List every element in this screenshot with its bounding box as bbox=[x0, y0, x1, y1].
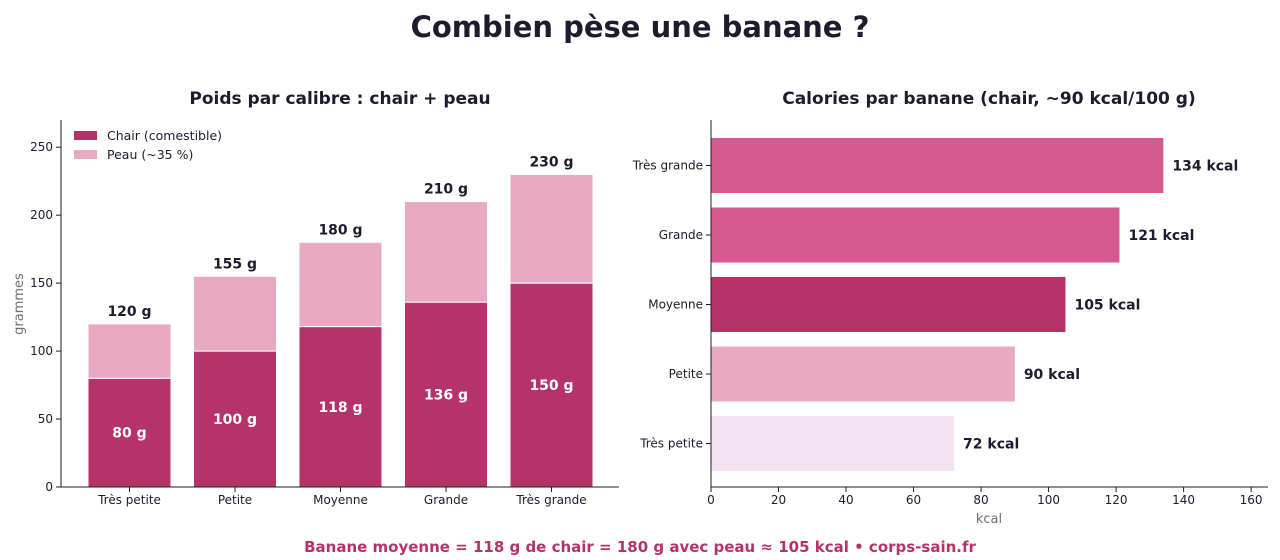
calorie-bar bbox=[711, 346, 1015, 402]
calorie-value-label: 105 kcal bbox=[1074, 298, 1140, 314]
left-chart-title: Poids par calibre : chair + peau bbox=[189, 89, 490, 109]
peel-bar bbox=[87, 323, 172, 379]
flesh-value-label: 100 g bbox=[213, 412, 257, 428]
right-y-tick-label: Très petite bbox=[639, 437, 703, 451]
right-chart-marks: 0 20 40 60 80 100 120 140 160 72 kcal Très petite 9… bbox=[632, 138, 1263, 507]
peel-bar bbox=[509, 173, 594, 284]
calorie-bar bbox=[711, 277, 1066, 332]
page-title: Combien pèse une banane ? bbox=[410, 10, 870, 44]
total-weight-label: 230 g bbox=[529, 154, 573, 170]
left-y-axis-label: grammes bbox=[12, 273, 27, 335]
legend-swatch-flesh bbox=[74, 131, 97, 140]
calorie-value-label: 121 kcal bbox=[1128, 228, 1194, 244]
left-y-tick-label: 150 bbox=[30, 276, 53, 290]
legend-label-peel: Peau (~35 %) bbox=[107, 147, 193, 162]
legend-swatch-peel bbox=[74, 150, 97, 159]
calorie-bar bbox=[711, 207, 1120, 263]
flesh-value-label: 136 g bbox=[424, 388, 468, 404]
peel-bar bbox=[193, 275, 277, 352]
right-x-tick-label: 100 bbox=[1037, 493, 1060, 507]
flesh-value-label: 150 g bbox=[529, 378, 573, 394]
left-x-tick-label: Moyenne bbox=[313, 493, 368, 507]
peel-bar bbox=[404, 201, 488, 303]
right-y-tick-label: Très grande bbox=[632, 159, 703, 173]
peel-bar bbox=[298, 241, 383, 328]
flesh-value-label: 80 g bbox=[112, 426, 146, 442]
total-weight-label: 155 g bbox=[213, 256, 257, 272]
calorie-value-label: 90 kcal bbox=[1024, 367, 1080, 383]
calorie-bar bbox=[711, 416, 955, 471]
left-x-tick-label: Grande bbox=[424, 493, 468, 507]
right-x-tick-label: 80 bbox=[973, 493, 988, 507]
right-x-axis-label: kcal bbox=[976, 512, 1002, 527]
right-chart-title: Calories par banane (chair, ~90 kcal/100… bbox=[782, 89, 1196, 109]
left-legend: Chair (comestible) Peau (~35 %) bbox=[74, 128, 222, 162]
flesh-bar bbox=[509, 282, 594, 488]
total-weight-label: 120 g bbox=[107, 304, 151, 320]
legend-label-flesh: Chair (comestible) bbox=[107, 128, 222, 143]
calorie-value-label: 134 kcal bbox=[1172, 159, 1238, 175]
calorie-value-label: 72 kcal bbox=[963, 437, 1019, 453]
right-y-tick-label: Grande bbox=[659, 228, 703, 242]
right-y-tick-label: Moyenne bbox=[648, 298, 703, 312]
right-x-tick-label: 120 bbox=[1105, 493, 1128, 507]
left-y-tick-label: 200 bbox=[30, 208, 53, 222]
right-x-tick-label: 60 bbox=[906, 493, 921, 507]
right-y-tick-label: Petite bbox=[669, 367, 703, 381]
right-x-tick-label: 140 bbox=[1172, 493, 1195, 507]
left-y-tick-label: 100 bbox=[30, 344, 53, 358]
left-chart-marks: 0 50 100 150 200 250 80 g 120 g Très petite 100 g… bbox=[30, 140, 594, 507]
left-x-tick-label: Très grande bbox=[515, 493, 586, 507]
total-weight-label: 210 g bbox=[424, 182, 468, 198]
footer-summary: Banane moyenne = 118 g de chair = 180 g … bbox=[304, 538, 976, 556]
calorie-bar bbox=[711, 138, 1164, 193]
right-x-tick-label: 40 bbox=[838, 493, 853, 507]
right-x-tick-label: 0 bbox=[707, 493, 715, 507]
right-x-tick-label: 20 bbox=[771, 493, 786, 507]
flesh-bar bbox=[193, 350, 277, 488]
left-y-tick-label: 0 bbox=[45, 480, 53, 494]
total-weight-label: 180 g bbox=[318, 222, 362, 238]
flesh-bar bbox=[298, 326, 383, 488]
left-x-tick-label: Petite bbox=[218, 493, 252, 507]
left-y-tick-label: 50 bbox=[38, 412, 53, 426]
flesh-value-label: 118 g bbox=[318, 400, 362, 416]
right-x-tick-label: 160 bbox=[1240, 493, 1263, 507]
left-x-tick-label: Très petite bbox=[97, 493, 161, 507]
flesh-bar bbox=[87, 377, 172, 488]
left-y-tick-label: 250 bbox=[30, 140, 53, 154]
